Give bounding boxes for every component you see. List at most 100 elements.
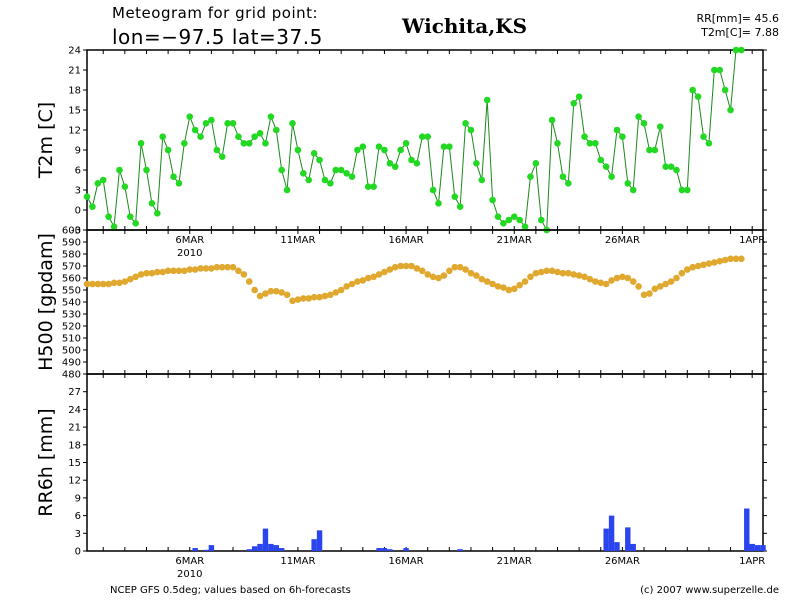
- h500-point-16: [170, 267, 177, 275]
- h500-point-10: [137, 271, 145, 278]
- y-tick-label: 3: [75, 186, 81, 197]
- t2m-point-114: [700, 133, 707, 140]
- t2m-point-26: [224, 120, 231, 127]
- rr-bar-34: [268, 543, 274, 551]
- t2m-point-50: [354, 146, 361, 154]
- y-tick-label: 6: [75, 166, 81, 177]
- t2m-point-94: [592, 140, 599, 147]
- h500-point-81: [521, 278, 529, 285]
- t2m-point-16: [170, 173, 177, 180]
- t2m-point-86: [548, 116, 556, 124]
- t2m-point-46: [332, 166, 340, 174]
- t2m-point-38: [289, 120, 296, 127]
- t2m-point-0: [83, 193, 91, 200]
- t2m-point-31: [251, 133, 258, 140]
- t2m-point-48: [343, 170, 350, 177]
- h500-point-113: [694, 262, 702, 270]
- h500-point-119: [727, 255, 734, 263]
- h500-point-77: [500, 284, 507, 291]
- rr-bar-97: [608, 515, 615, 551]
- t2m-point-1: [89, 203, 96, 210]
- y-tick-label: 24: [68, 46, 81, 57]
- y-tick-label: 6: [75, 511, 81, 522]
- h500-point-120: [732, 255, 740, 263]
- t2m-point-63: [424, 133, 432, 140]
- t2m-point-98: [613, 126, 621, 134]
- t2m-point-59: [402, 140, 410, 147]
- h500-point-25: [218, 263, 226, 271]
- footer-copyright: (c) 2007 www.superzelle.de: [640, 585, 779, 596]
- rr-bar-56: [387, 549, 393, 551]
- t2m-point-84: [537, 216, 545, 224]
- t2m-point-69: [456, 203, 464, 210]
- h500-point-23: [208, 265, 215, 272]
- t2m-point-14: [159, 133, 167, 140]
- h500-point-18: [181, 267, 188, 275]
- h500-point-105: [651, 285, 659, 293]
- h500-point-93: [586, 275, 594, 283]
- rr-bar-31: [251, 546, 258, 551]
- x-tick-year-label: 2010: [177, 248, 202, 259]
- t2m-point-110: [678, 186, 686, 194]
- t2m-point-17: [175, 180, 183, 187]
- h500-point-85: [543, 267, 550, 275]
- h500-point-4: [105, 280, 112, 288]
- t2m-point-90: [570, 100, 578, 107]
- h500-point-46: [332, 289, 340, 296]
- rr-bar-30: [246, 549, 252, 551]
- t2m-point-3: [99, 176, 107, 184]
- x-tick-label: 16MAR: [388, 556, 423, 567]
- t2m-point-28: [235, 133, 242, 140]
- t2m-point-29: [240, 140, 248, 147]
- h500-point-100: [624, 274, 632, 282]
- t2m-point-97: [608, 173, 615, 180]
- h500-point-35: [272, 287, 280, 295]
- t2m-point-100: [624, 180, 632, 187]
- t2m-point-68: [451, 193, 459, 200]
- h500-point-3: [99, 280, 107, 288]
- y-tick-label: 530: [62, 310, 81, 321]
- x-tick-year-label: 2010: [177, 569, 202, 580]
- rr-bar-33: [262, 528, 269, 551]
- y-tick-label: 570: [62, 262, 81, 273]
- h500-point-17: [175, 267, 183, 275]
- h500-point-28: [235, 267, 242, 275]
- h500-point-51: [359, 277, 367, 284]
- h500-point-66: [440, 272, 448, 279]
- t2m-point-37: [283, 186, 291, 194]
- location-title: Wichita,KS: [402, 14, 528, 38]
- t2m-point-21: [197, 133, 204, 140]
- h500-point-40: [300, 295, 307, 302]
- y-tick-label: 12: [68, 476, 81, 487]
- h500-point-7: [121, 278, 129, 285]
- rr-bar-100: [625, 527, 631, 551]
- t2m-point-4: [105, 213, 112, 220]
- t2m-point-12: [148, 200, 156, 207]
- h500-point-55: [381, 268, 388, 276]
- t2m-point-15: [164, 146, 172, 154]
- h500-point-57: [391, 263, 399, 271]
- t2m-point-47: [337, 166, 345, 174]
- h500-point-117: [716, 257, 724, 265]
- t2m-point-54: [375, 143, 383, 150]
- y-tick-label: 590: [62, 238, 81, 249]
- h500-point-111: [683, 266, 691, 273]
- t2m-point-111: [683, 186, 691, 194]
- h500-point-59: [402, 262, 410, 270]
- y-tick-label: 9: [75, 493, 81, 504]
- t2m-point-92: [581, 133, 588, 140]
- y-tick-label: 510: [62, 334, 81, 345]
- rr-bar-123: [749, 543, 755, 551]
- rr-bar-36: [278, 548, 285, 551]
- h500-point-73: [478, 275, 486, 283]
- t2m-point-35: [272, 126, 280, 134]
- t2m-point-32: [256, 130, 264, 137]
- h500-point-97: [608, 277, 615, 284]
- h500-point-79: [510, 285, 518, 293]
- h500-point-91: [575, 272, 583, 279]
- t2m-point-67: [446, 143, 453, 150]
- t2m-point-20: [191, 126, 199, 134]
- h500-point-103: [640, 291, 648, 299]
- rr-bar-98: [614, 542, 620, 551]
- h500-point-49: [348, 280, 356, 288]
